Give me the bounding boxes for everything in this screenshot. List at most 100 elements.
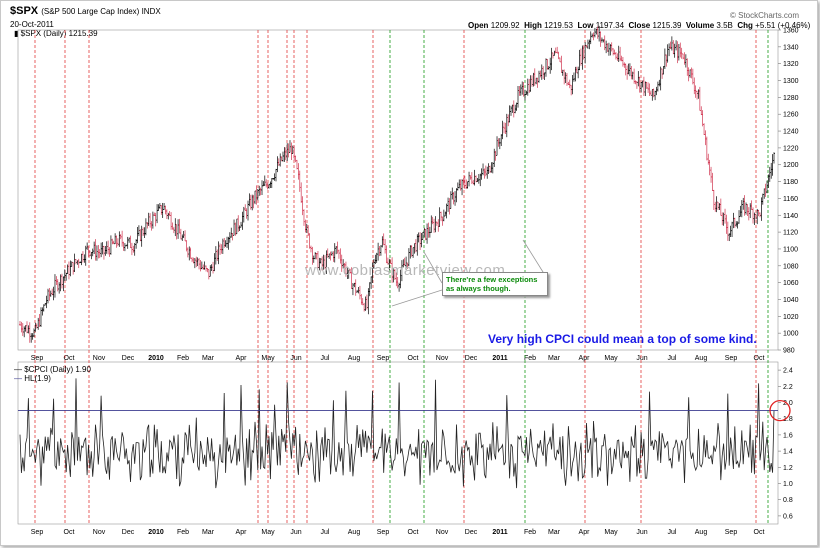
upper-y-tick-label: 1340 bbox=[783, 44, 799, 51]
lower-x-tick-label: Nov bbox=[93, 529, 106, 536]
callout-line-2: as always though. bbox=[446, 284, 511, 293]
upper-panel-border bbox=[17, 29, 779, 351]
upper-y-tick-label: 1360 bbox=[783, 28, 799, 35]
main-note: Very high CPCI could mean a top of some … bbox=[488, 332, 757, 346]
upper-y-tick-label: 1200 bbox=[783, 162, 799, 169]
upper-legend-text: $SPX (Daily) 1215.39 bbox=[20, 29, 98, 38]
upper-x-tick-label: Nov bbox=[93, 355, 106, 362]
lower-x-tick-label: Feb bbox=[524, 529, 536, 536]
upper-x-tick-label: Apr bbox=[236, 355, 248, 362]
lower-x-tick-label: May bbox=[604, 529, 618, 536]
open-label: Open bbox=[468, 21, 489, 30]
upper-y-tick-label: 1300 bbox=[783, 78, 799, 85]
lower-x-tick-label: Sep bbox=[31, 529, 44, 536]
upper-legend: ▮ $SPX (Daily) 1215.39 bbox=[14, 29, 98, 38]
upper-x-tick-label: Feb bbox=[177, 355, 189, 362]
lower-y-tick-label: 1.0 bbox=[783, 481, 793, 488]
upper-x-tick-label: 2010 bbox=[148, 355, 164, 362]
lower-y-tick-label: 2.4 bbox=[783, 368, 793, 375]
upper-y-tick-label: 1080 bbox=[783, 263, 799, 270]
lower-panel-border bbox=[17, 361, 779, 525]
lower-y-tick-label: 2.2 bbox=[783, 384, 793, 391]
upper-x-tick-label: Sep bbox=[377, 355, 390, 362]
volume-label: Volume bbox=[685, 21, 715, 30]
upper-y-tick-label: 1000 bbox=[783, 331, 799, 338]
lower-legend-2: — HL(1.9) bbox=[14, 374, 51, 383]
chg-value: +5.51 (+0.46%) bbox=[755, 21, 811, 30]
upper-y-tick-label: 1320 bbox=[783, 61, 799, 68]
upper-x-tick-label: Mar bbox=[548, 355, 561, 362]
close-label: Close bbox=[628, 21, 651, 30]
low-value: 1197.34 bbox=[595, 21, 625, 30]
callout-box: There're a few exceptions as always thou… bbox=[442, 272, 548, 296]
lower-legend-2-text: HL(1.9) bbox=[24, 374, 51, 383]
lower-x-tick-label: Oct bbox=[408, 529, 419, 536]
upper-x-tick-label: Mar bbox=[202, 355, 215, 362]
lower-y-tick-label: 1.2 bbox=[783, 465, 793, 472]
upper-y-tick-label: 980 bbox=[783, 348, 795, 355]
lower-y-tick-label: 1.6 bbox=[783, 432, 793, 439]
symbol-title: $SPX (S&P 500 Large Cap Index) INDX bbox=[10, 5, 161, 17]
lower-x-tick-label: Dec bbox=[122, 529, 135, 536]
lower-x-tick-label: 2010 bbox=[148, 529, 164, 536]
symbol-ticker: $SPX bbox=[10, 5, 39, 17]
lower-x-tick-label: Sep bbox=[377, 529, 390, 536]
upper-x-tick-label: Jul bbox=[668, 355, 677, 362]
lower-x-tick-label: Apr bbox=[579, 529, 591, 536]
upper-y-tick-label: 1220 bbox=[783, 145, 799, 152]
lower-x-tick-label: Aug bbox=[348, 529, 361, 536]
upper-x-tick-label: Aug bbox=[348, 355, 361, 362]
lower-x-tick-label: Sep bbox=[725, 529, 738, 536]
upper-y-tick-label: 1120 bbox=[783, 230, 798, 237]
callout-line-1: There're a few exceptions bbox=[446, 275, 538, 284]
lower-x-tick-label: 2011 bbox=[492, 529, 507, 536]
lower-x-tick-label: Jul bbox=[668, 529, 677, 536]
callout-pointer bbox=[423, 251, 443, 284]
upper-x-tick-label: Oct bbox=[64, 355, 75, 362]
lower-x-tick-label: Oct bbox=[64, 529, 75, 536]
upper-y-tick-label: 1180 bbox=[783, 179, 798, 186]
lower-x-tick-label: Feb bbox=[177, 529, 189, 536]
open-value: 1209.92 bbox=[490, 21, 520, 30]
lower-x-tick-label: May bbox=[261, 529, 275, 536]
lower-x-tick-label: Apr bbox=[236, 529, 248, 536]
lower-legend-1-text: $CPCI (Daily) 1.90 bbox=[24, 365, 91, 374]
upper-y-tick-label: 1020 bbox=[783, 314, 799, 321]
upper-x-tick-label: Oct bbox=[754, 355, 765, 362]
lower-x-tick-label: Mar bbox=[202, 529, 215, 536]
high-label: High bbox=[524, 21, 542, 30]
lower-x-tick-label: Jun bbox=[636, 529, 647, 536]
upper-x-tick-label: Feb bbox=[524, 355, 536, 362]
highlight-circle bbox=[769, 399, 791, 422]
upper-x-tick-label: Oct bbox=[408, 355, 419, 362]
upper-x-tick-label: Jun bbox=[290, 355, 301, 362]
chart-date: 20-Oct-2011 bbox=[10, 20, 54, 29]
lower-y-tick-label: 1.4 bbox=[783, 449, 793, 456]
upper-y-tick-label: 1100 bbox=[783, 246, 798, 253]
upper-x-tick-label: Nov bbox=[436, 355, 449, 362]
upper-x-tick-label: Dec bbox=[465, 355, 478, 362]
volume-value: 3.5B bbox=[716, 21, 733, 30]
upper-y-tick-label: 1240 bbox=[783, 129, 799, 136]
upper-x-tick-label: Jun bbox=[636, 355, 647, 362]
upper-x-tick-label: Sep bbox=[725, 355, 738, 362]
upper-y-tick-label: 1060 bbox=[783, 280, 799, 287]
lower-y-tick-label: 0.8 bbox=[783, 497, 793, 504]
lower-x-tick-label: Jul bbox=[321, 529, 330, 536]
upper-y-tick-label: 1280 bbox=[783, 95, 799, 102]
callout-pointer bbox=[391, 289, 443, 307]
upper-y-tick-label: 1160 bbox=[783, 196, 798, 203]
lower-x-tick-label: Jun bbox=[290, 529, 301, 536]
lower-y-tick-label: 1.8 bbox=[783, 416, 793, 423]
upper-x-tick-label: Aug bbox=[695, 355, 708, 362]
lower-x-tick-label: Oct bbox=[754, 529, 765, 536]
lower-x-tick-label: Dec bbox=[465, 529, 478, 536]
chg-label: Chg bbox=[737, 21, 753, 30]
upper-x-tick-label: Jul bbox=[321, 355, 330, 362]
cpci-line bbox=[19, 378, 775, 489]
upper-x-tick-label: Sep bbox=[31, 355, 44, 362]
upper-x-tick-label: May bbox=[261, 355, 275, 362]
upper-x-tick-label: May bbox=[604, 355, 618, 362]
